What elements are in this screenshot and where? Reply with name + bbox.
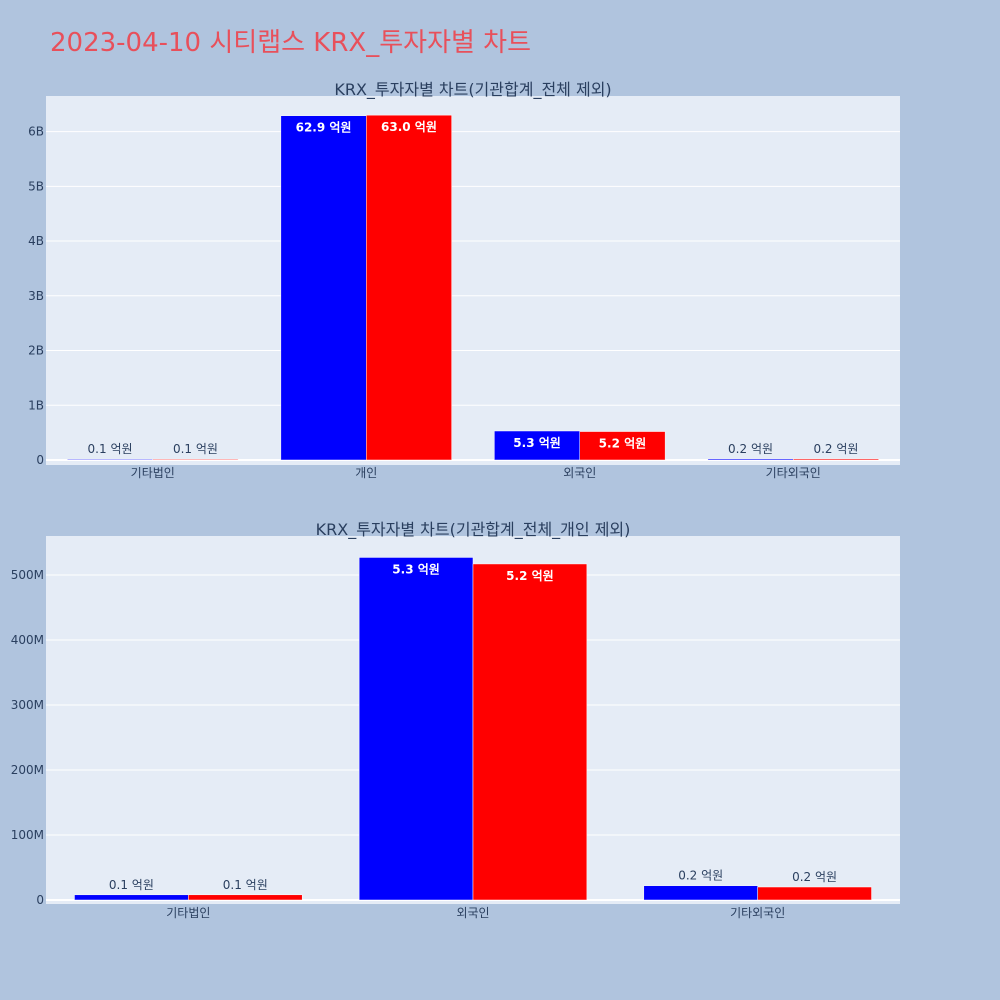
data-label: 5.3 억원 (392, 562, 440, 576)
bar[interactable] (579, 431, 666, 461)
bar[interactable] (472, 563, 588, 901)
bar[interactable] (707, 458, 794, 461)
data-label: 63.0 억원 (381, 120, 437, 134)
chart-bottom-title: KRX_투자자별 차트(기관합계_전체_개인 제외) (316, 520, 631, 540)
y-tick-label: 500M (11, 568, 44, 582)
data-label: 0.1 억원 (223, 878, 268, 892)
y-tick-label: 2B (28, 344, 44, 358)
y-tick-label: 3B (28, 289, 44, 303)
y-tick-label: 4B (28, 234, 44, 248)
y-tick-label: 0 (36, 453, 44, 467)
x-tick-label: 외국인 (456, 906, 489, 920)
data-label: 5.3 억원 (513, 436, 561, 450)
y-tick-label: 200M (11, 763, 44, 777)
data-label: 5.2 억원 (599, 437, 647, 451)
bar[interactable] (358, 557, 474, 901)
x-tick-label: 기타외국인 (766, 466, 821, 480)
data-label: 62.9 억원 (296, 121, 352, 135)
bar[interactable] (643, 885, 758, 901)
chart-top-title: KRX_투자자별 차트(기관합계_전체 제외) (334, 80, 611, 100)
x-tick-label: 외국인 (563, 466, 596, 480)
y-tick-label: 0 (36, 893, 44, 907)
data-label: 0.1 억원 (173, 442, 218, 456)
bar[interactable] (793, 458, 879, 461)
bar[interactable] (74, 894, 189, 901)
data-label: 5.2 억원 (506, 569, 554, 583)
bar[interactable] (280, 115, 367, 461)
bar[interactable] (757, 886, 872, 901)
data-label: 0.2 억원 (728, 442, 773, 456)
y-tick-label: 1B (28, 398, 44, 412)
page-title: 2023-04-10 시티랩스 KRX_투자자별 차트 (50, 28, 532, 58)
y-tick-label: 300M (11, 698, 44, 712)
x-tick-label: 기타법인 (166, 906, 210, 920)
data-label: 0.1 억원 (109, 878, 154, 892)
bar[interactable] (152, 458, 239, 461)
x-tick-label: 기타외국인 (730, 906, 785, 920)
data-label: 0.2 억원 (678, 869, 723, 883)
plot-background (46, 96, 900, 465)
y-tick-label: 5B (28, 179, 44, 193)
data-label: 0.2 억원 (792, 870, 837, 884)
y-tick-label: 400M (11, 633, 44, 647)
data-label: 0.2 억원 (813, 442, 858, 456)
x-tick-label: 개인 (355, 466, 377, 480)
x-tick-label: 기타법인 (131, 466, 175, 480)
bar[interactable] (67, 458, 153, 461)
y-tick-label: 100M (11, 828, 44, 842)
data-label: 0.1 억원 (88, 442, 133, 456)
bar[interactable] (188, 894, 303, 901)
y-tick-label: 6B (28, 125, 44, 139)
bar[interactable] (366, 114, 452, 461)
